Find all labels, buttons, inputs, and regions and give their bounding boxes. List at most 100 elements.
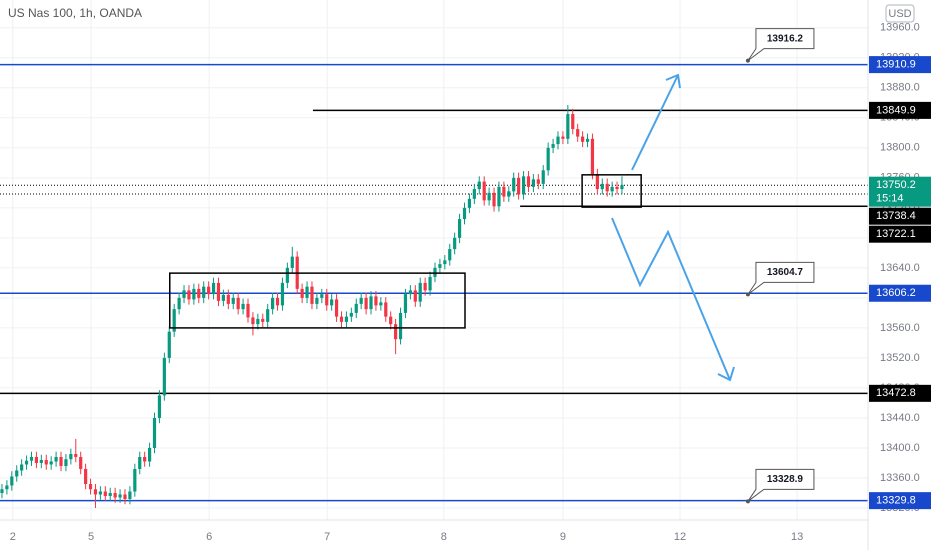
trend-arrow xyxy=(631,74,679,171)
currency: USD xyxy=(888,8,911,20)
candle-body xyxy=(595,174,599,190)
candle-body xyxy=(620,185,624,190)
candle-body xyxy=(453,237,457,250)
currency-badge[interactable] xyxy=(885,4,915,23)
candle-body xyxy=(74,453,78,457)
candle-body xyxy=(369,296,373,310)
candle-body xyxy=(418,282,422,302)
candle-body xyxy=(20,464,24,471)
candle-body xyxy=(64,459,68,466)
candle-body xyxy=(152,417,157,448)
candle-body xyxy=(531,179,535,187)
candle-body xyxy=(394,324,398,340)
candle-body xyxy=(339,316,344,322)
y-tick-label: 13400.0 xyxy=(880,442,920,454)
candle-body xyxy=(118,494,122,498)
candle-body xyxy=(49,461,53,465)
candle-body xyxy=(143,456,147,462)
candle-body xyxy=(246,303,250,318)
x-tick-label: 9 xyxy=(560,531,566,543)
candle-body xyxy=(556,136,560,145)
y-tick-label: 13640.0 xyxy=(880,262,920,274)
candle-body xyxy=(98,491,102,495)
candle-body xyxy=(334,299,339,317)
candle-body xyxy=(236,297,240,310)
candle-body xyxy=(443,260,447,265)
candle-body xyxy=(251,317,255,325)
candle-body xyxy=(241,303,245,310)
x-tick-label: 7 xyxy=(324,531,330,543)
callout-label: 13328.9 xyxy=(767,474,804,485)
x-tick-label: 8 xyxy=(441,531,447,543)
candle-body xyxy=(211,282,216,295)
y-tick-label: 13520.0 xyxy=(880,352,920,364)
candle-body xyxy=(497,186,501,207)
candle-body xyxy=(216,282,221,301)
drawings: 13916.2 13604.7 13328.9 xyxy=(169,28,815,504)
chart-title: US Nas 100, 1h, OANDA xyxy=(8,6,142,20)
candle-body xyxy=(133,468,137,492)
candle-body xyxy=(408,290,412,295)
candle-body xyxy=(231,297,235,304)
candle-body xyxy=(590,138,595,175)
candle-body xyxy=(138,456,142,469)
price-label-text: 13849.9 xyxy=(876,104,916,116)
candle-body xyxy=(521,176,526,195)
candle-body xyxy=(610,186,614,192)
candle-body xyxy=(271,297,275,310)
candle-body xyxy=(374,296,378,306)
candle-body xyxy=(113,492,117,498)
x-tick-label: 12 xyxy=(674,531,686,543)
range-box xyxy=(169,272,466,329)
candle-body xyxy=(310,286,314,304)
candle-body xyxy=(581,136,585,142)
candle-body xyxy=(403,294,408,313)
candle-body xyxy=(162,357,166,396)
candle-body xyxy=(15,470,19,477)
candle-body xyxy=(5,485,9,490)
candle-body xyxy=(197,288,201,298)
candle-body xyxy=(192,288,196,300)
candle-body xyxy=(84,468,88,484)
candle-body xyxy=(379,302,383,306)
callout-box xyxy=(747,28,815,62)
price-label-text: 13472.8 xyxy=(876,387,916,399)
candle-body xyxy=(398,312,403,340)
y-tick-label: 13800.0 xyxy=(880,142,920,154)
candle-body xyxy=(433,267,437,277)
candle-body xyxy=(275,297,280,306)
candle-body xyxy=(261,318,265,322)
callout-label: 13916.2 xyxy=(767,33,804,44)
candle-body xyxy=(438,264,442,268)
candle-body xyxy=(467,198,472,208)
candle-body xyxy=(462,207,467,220)
candle-body xyxy=(29,456,34,461)
price-axis: 13320.013360.013400.013440.013480.013520… xyxy=(869,22,931,514)
price-label xyxy=(869,284,931,302)
candle-body xyxy=(285,267,289,283)
y-tick-label: 13440.0 xyxy=(880,412,920,424)
candle-body xyxy=(10,476,14,486)
price-label-text: 13910.9 xyxy=(876,59,916,71)
candle-body xyxy=(177,297,181,310)
candle-body xyxy=(182,290,186,298)
candle-body xyxy=(477,181,481,190)
price-label xyxy=(869,101,931,119)
price-label xyxy=(869,225,931,243)
x-tick-label: 5 xyxy=(88,531,94,543)
price-label xyxy=(869,492,931,510)
candle-body xyxy=(39,459,43,463)
price-label xyxy=(869,207,931,225)
candle-body xyxy=(566,114,570,139)
candle-body xyxy=(157,395,162,418)
arrow-head xyxy=(665,73,681,89)
candle-body xyxy=(187,290,191,300)
y-tick-label: 13360.0 xyxy=(880,472,920,484)
candle-body xyxy=(24,460,29,465)
price-label xyxy=(869,56,931,74)
candle-body xyxy=(551,144,555,148)
levels xyxy=(0,63,868,502)
candle-body xyxy=(300,288,304,298)
candle-body xyxy=(389,316,393,325)
